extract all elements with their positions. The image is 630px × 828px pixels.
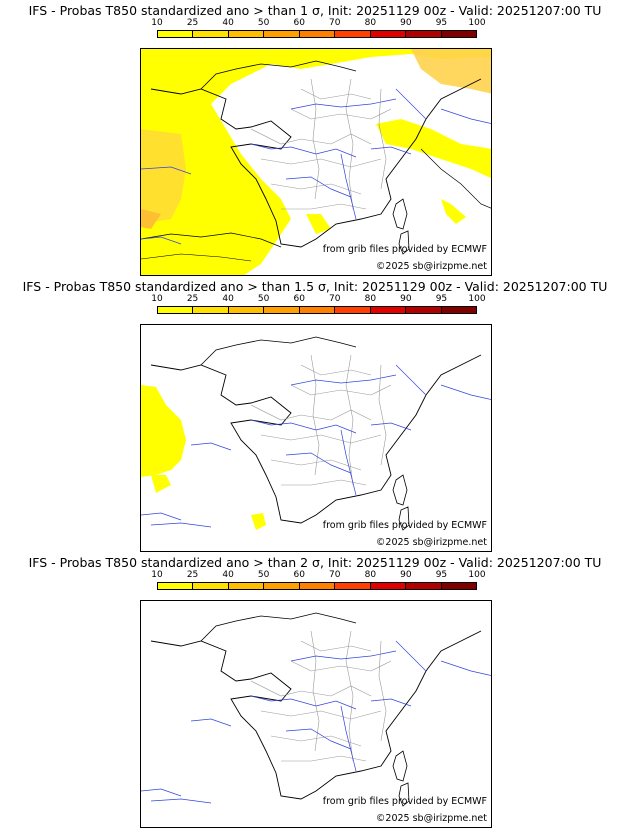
- colorbar-tick-label: 60: [293, 18, 305, 28]
- colorbar-swatch: [193, 583, 229, 589]
- map-canvas: [141, 336, 491, 531]
- colorbar-swatch: [335, 31, 371, 37]
- colorbar-swatch: [158, 307, 194, 313]
- colorbar-swatch: [158, 583, 194, 589]
- colorbar-tick-label: 80: [364, 570, 377, 580]
- colorbar-tick-label: 70: [329, 294, 341, 304]
- panel-title: IFS - Probas T850 standardized ano > tha…: [28, 555, 602, 570]
- colorbar-tick-label: 50: [257, 294, 270, 304]
- colorbar-swatch: [441, 307, 476, 313]
- colorbar-swatch: [299, 583, 336, 589]
- source-credit: from grib files provided by ECMWF: [322, 244, 487, 255]
- colorbar-tick-label: 95: [435, 18, 448, 28]
- colorbar-tick-label: 95: [435, 570, 448, 580]
- map-panel-2: IFS - Probas T850 standardized ano > tha…: [0, 276, 630, 552]
- map-panel-3: IFS - Probas T850 standardized ano > tha…: [0, 552, 630, 828]
- copyright-credit: ©2025 sb@irizpme.net: [375, 537, 487, 548]
- colorbar-tick-label: 40: [222, 294, 234, 304]
- colorbar-tick-label: 10: [151, 18, 163, 28]
- colorbar-tick-label: 90: [400, 570, 412, 580]
- colorbar-tick-label: 70: [329, 570, 341, 580]
- colorbar-tick-label: 95: [435, 294, 448, 304]
- colorbar-tick-label: 40: [222, 570, 234, 580]
- colorbar-swatches: [157, 30, 477, 38]
- source-credit: from grib files provided by ECMWF: [322, 796, 487, 807]
- colorbar-tick-label: 80: [364, 294, 377, 304]
- colorbar-tick-label: 100: [468, 18, 486, 28]
- colorbar-tick-label: 70: [329, 18, 341, 28]
- colorbar-swatch: [441, 583, 476, 589]
- colorbar-swatch: [370, 307, 407, 313]
- colorbar-swatch: [441, 31, 476, 37]
- colorbar-tick-label: 50: [257, 570, 270, 580]
- colorbar-swatch: [193, 307, 229, 313]
- colorbar-swatch: [228, 307, 265, 313]
- colorbar: 10 25 40 50 60 70 80 90 95 100: [151, 294, 486, 316]
- source-credit: from grib files provided by ECMWF: [322, 520, 487, 531]
- colorbar-swatches: [157, 306, 477, 314]
- colorbar-tick-label: 10: [151, 570, 163, 580]
- colorbar-swatch: [228, 31, 265, 37]
- colorbar-swatches: [157, 582, 477, 590]
- colorbar-tick-label: 90: [400, 18, 412, 28]
- probability-map: from grib files provided by ECMWF ©2025 …: [140, 324, 492, 552]
- copyright-credit: ©2025 sb@irizpme.net: [375, 261, 487, 272]
- colorbar-tick-label: 25: [186, 18, 199, 28]
- probability-map: from grib files provided by ECMWF ©2025 …: [140, 600, 492, 828]
- map-canvas: [141, 49, 491, 275]
- colorbar-tick-label: 25: [186, 294, 199, 304]
- colorbar-tick-label: 60: [293, 570, 305, 580]
- probability-map: from grib files provided by ECMWF ©2025 …: [140, 48, 492, 276]
- map-panel-1: IFS - Probas T850 standardized ano > tha…: [0, 0, 630, 276]
- colorbar: 10 25 40 50 60 70 80 90 95 100: [151, 18, 486, 40]
- colorbar-swatch: [406, 583, 442, 589]
- colorbar-tick-label: 10: [151, 294, 163, 304]
- colorbar-swatch: [370, 31, 407, 37]
- colorbar-tick-label: 100: [468, 570, 486, 580]
- colorbar-swatch: [264, 31, 300, 37]
- colorbar-tick-label: 50: [257, 18, 270, 28]
- colorbar-swatch: [264, 307, 300, 313]
- colorbar-swatch: [299, 31, 336, 37]
- copyright-credit: ©2025 sb@irizpme.net: [375, 813, 487, 824]
- colorbar-tick-label: 80: [364, 18, 377, 28]
- colorbar: 10 25 40 50 60 70 80 90 95 100: [151, 570, 486, 592]
- panel-title: IFS - Probas T850 standardized ano > tha…: [28, 3, 602, 18]
- colorbar-swatch: [406, 31, 442, 37]
- colorbar-swatch: [228, 583, 265, 589]
- colorbar-swatch: [299, 307, 336, 313]
- map-canvas: [141, 612, 491, 807]
- colorbar-swatch: [406, 307, 442, 313]
- colorbar-tick-label: 60: [293, 294, 305, 304]
- colorbar-swatch: [158, 31, 194, 37]
- colorbar-swatch: [335, 307, 371, 313]
- colorbar-tick-label: 25: [186, 570, 199, 580]
- colorbar-tick-label: 90: [400, 294, 412, 304]
- colorbar-tick-label: 40: [222, 18, 234, 28]
- colorbar-tick-label: 100: [468, 294, 486, 304]
- colorbar-swatch: [370, 583, 407, 589]
- colorbar-swatch: [193, 31, 229, 37]
- colorbar-swatch: [264, 583, 300, 589]
- panel-title: IFS - Probas T850 standardized ano > tha…: [22, 279, 608, 294]
- colorbar-swatch: [335, 583, 371, 589]
